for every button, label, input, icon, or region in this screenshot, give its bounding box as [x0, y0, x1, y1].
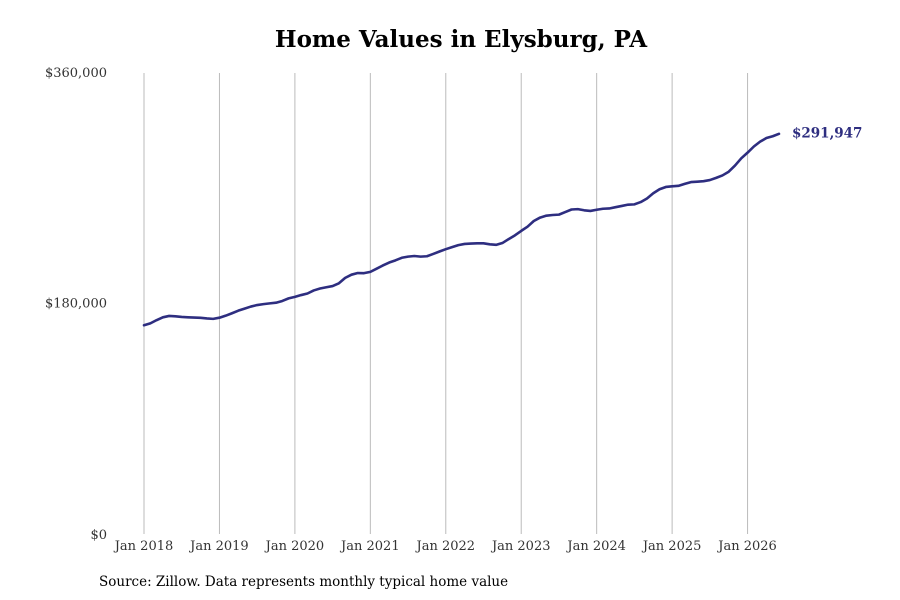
x-tick-label: Jan 2020	[264, 539, 325, 554]
x-tick-label: Jan 2026	[716, 539, 777, 554]
y-tick-label: $0	[90, 528, 107, 543]
end-value-label: $291,947	[792, 125, 862, 141]
x-tick-label: Jan 2025	[641, 539, 702, 554]
x-axis-tick-labels: Jan 2018 Jan 2019 Jan 2020 Jan 2021 Jan 2022…	[113, 539, 777, 554]
x-tick-label: Jan 2023	[490, 539, 551, 554]
y-axis-tick-labels: $0 $180,000 $360,000	[45, 66, 107, 543]
chart-title: Home Values in Elysburg, PA	[274, 26, 648, 53]
x-tick-label: Jan 2021	[339, 539, 400, 554]
y-tick-label: $180,000	[45, 297, 107, 312]
x-tick-label: Jan 2019	[188, 539, 249, 554]
y-tick-label: $360,000	[45, 66, 107, 81]
x-tick-label: Jan 2018	[113, 539, 174, 554]
grid-lines	[143, 73, 749, 534]
series-line-home-value	[142, 132, 781, 327]
series-layer	[142, 132, 781, 327]
x-tick-label: Jan 2022	[415, 539, 476, 554]
x-tick-label: Jan 2024	[565, 539, 626, 554]
source-note: Source: Zillow. Data represents monthly …	[99, 574, 509, 590]
annotation-layer: $291,947	[792, 125, 862, 141]
